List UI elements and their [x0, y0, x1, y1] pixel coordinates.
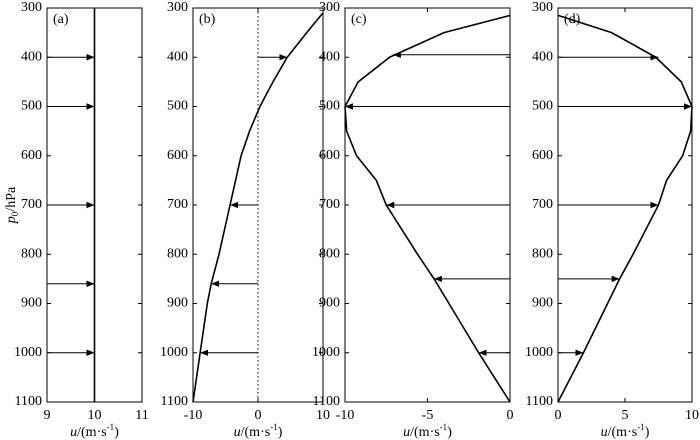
y-tick-label: 500	[532, 99, 553, 114]
x-axis-label: u/(m·s-1)	[601, 422, 650, 440]
y-tick-label: 1000	[160, 345, 188, 360]
y-tick-label: 1000	[525, 345, 553, 360]
x-label-var: u	[234, 425, 241, 440]
y-tick-label: 300	[319, 0, 340, 15]
x-tick-label: 10	[685, 408, 699, 423]
x-label-var: u	[70, 425, 77, 440]
y-tick-label: 600	[319, 148, 340, 163]
x-label-unit: /(m·s	[241, 425, 271, 440]
y-tick-label: 700	[167, 197, 188, 212]
x-tick-label: 5	[622, 408, 629, 423]
y-tick-label: 700	[319, 197, 340, 212]
y-tick-label: 900	[532, 296, 553, 311]
x-tick-label: -5	[422, 408, 434, 423]
panel-label: (a)	[53, 12, 69, 27]
y-tick-label: 800	[21, 246, 42, 261]
y-tick-label: 600	[532, 148, 553, 163]
profile-curve	[192, 12, 324, 403]
y-tick-label: 600	[21, 148, 42, 163]
x-axis-label: u/(m·s-1)	[234, 422, 283, 440]
y-label-unit: /hPa	[4, 186, 19, 212]
x-label-var: u	[601, 425, 608, 440]
profile-curve	[557, 14, 693, 403]
x-label-sup: -1	[637, 422, 645, 432]
x-tick-label: -10	[184, 408, 203, 423]
y-tick-label: 800	[167, 246, 188, 261]
y-tick-label: 1100	[161, 394, 188, 409]
x-label-unit: /(m·s	[77, 425, 107, 440]
y-tick-label: 300	[167, 0, 188, 15]
y-tick-label: 1000	[312, 345, 340, 360]
x-tick-label: 9	[44, 408, 51, 423]
x-label-close: )	[278, 425, 283, 440]
x-tick-label: 10	[316, 408, 330, 423]
x-axis-label: u/(m·s-1)	[70, 422, 119, 440]
panel-label: (c)	[351, 12, 367, 27]
y-tick-label: 700	[21, 197, 42, 212]
x-label-sup: -1	[270, 422, 278, 432]
x-tick-label: 0	[507, 408, 514, 423]
y-label-sub: 0	[10, 211, 20, 216]
x-tick-label: 10	[88, 408, 102, 423]
y-tick-label: 900	[21, 296, 42, 311]
y-tick-label: 400	[21, 49, 42, 64]
panel-label: (b)	[199, 12, 216, 27]
x-label-close: )	[114, 425, 119, 440]
y-tick-label: 300	[21, 0, 42, 15]
y-tick-label: 1100	[15, 394, 42, 409]
profile-curve	[344, 14, 511, 403]
y-tick-label: 1100	[313, 394, 340, 409]
y-tick-label: 400	[319, 49, 340, 64]
x-label-close: )	[645, 425, 650, 440]
y-tick-label: 400	[167, 49, 188, 64]
y-tick-label: 1100	[526, 394, 553, 409]
y-tick-label: 800	[319, 246, 340, 261]
x-tick-label: 0	[555, 408, 562, 423]
x-label-close: )	[447, 425, 452, 440]
y-axis-label: p0/hPa	[4, 186, 20, 224]
x-label-sup: -1	[107, 422, 115, 432]
y-tick-label: 800	[532, 246, 553, 261]
y-label-var: p	[4, 216, 19, 224]
y-tick-label: 600	[167, 148, 188, 163]
y-tick-label: 500	[319, 99, 340, 114]
x-tick-label: -10	[336, 408, 355, 423]
y-tick-label: 700	[532, 197, 553, 212]
x-tick-label: 11	[135, 408, 148, 423]
y-tick-label: 500	[167, 99, 188, 114]
x-label-unit: /(m·s	[410, 425, 440, 440]
y-tick-label: 900	[167, 296, 188, 311]
y-tick-label: 500	[21, 99, 42, 114]
y-tick-label: 900	[319, 296, 340, 311]
x-label-var: u	[403, 425, 410, 440]
y-tick-label: 1000	[14, 345, 42, 360]
y-tick-label: 400	[532, 49, 553, 64]
x-label-unit: /(m·s	[608, 425, 638, 440]
y-tick-label: 300	[532, 0, 553, 15]
x-axis-label: u/(m·s-1)	[403, 422, 452, 440]
x-tick-label: 0	[255, 408, 262, 423]
x-label-sup: -1	[440, 422, 448, 432]
